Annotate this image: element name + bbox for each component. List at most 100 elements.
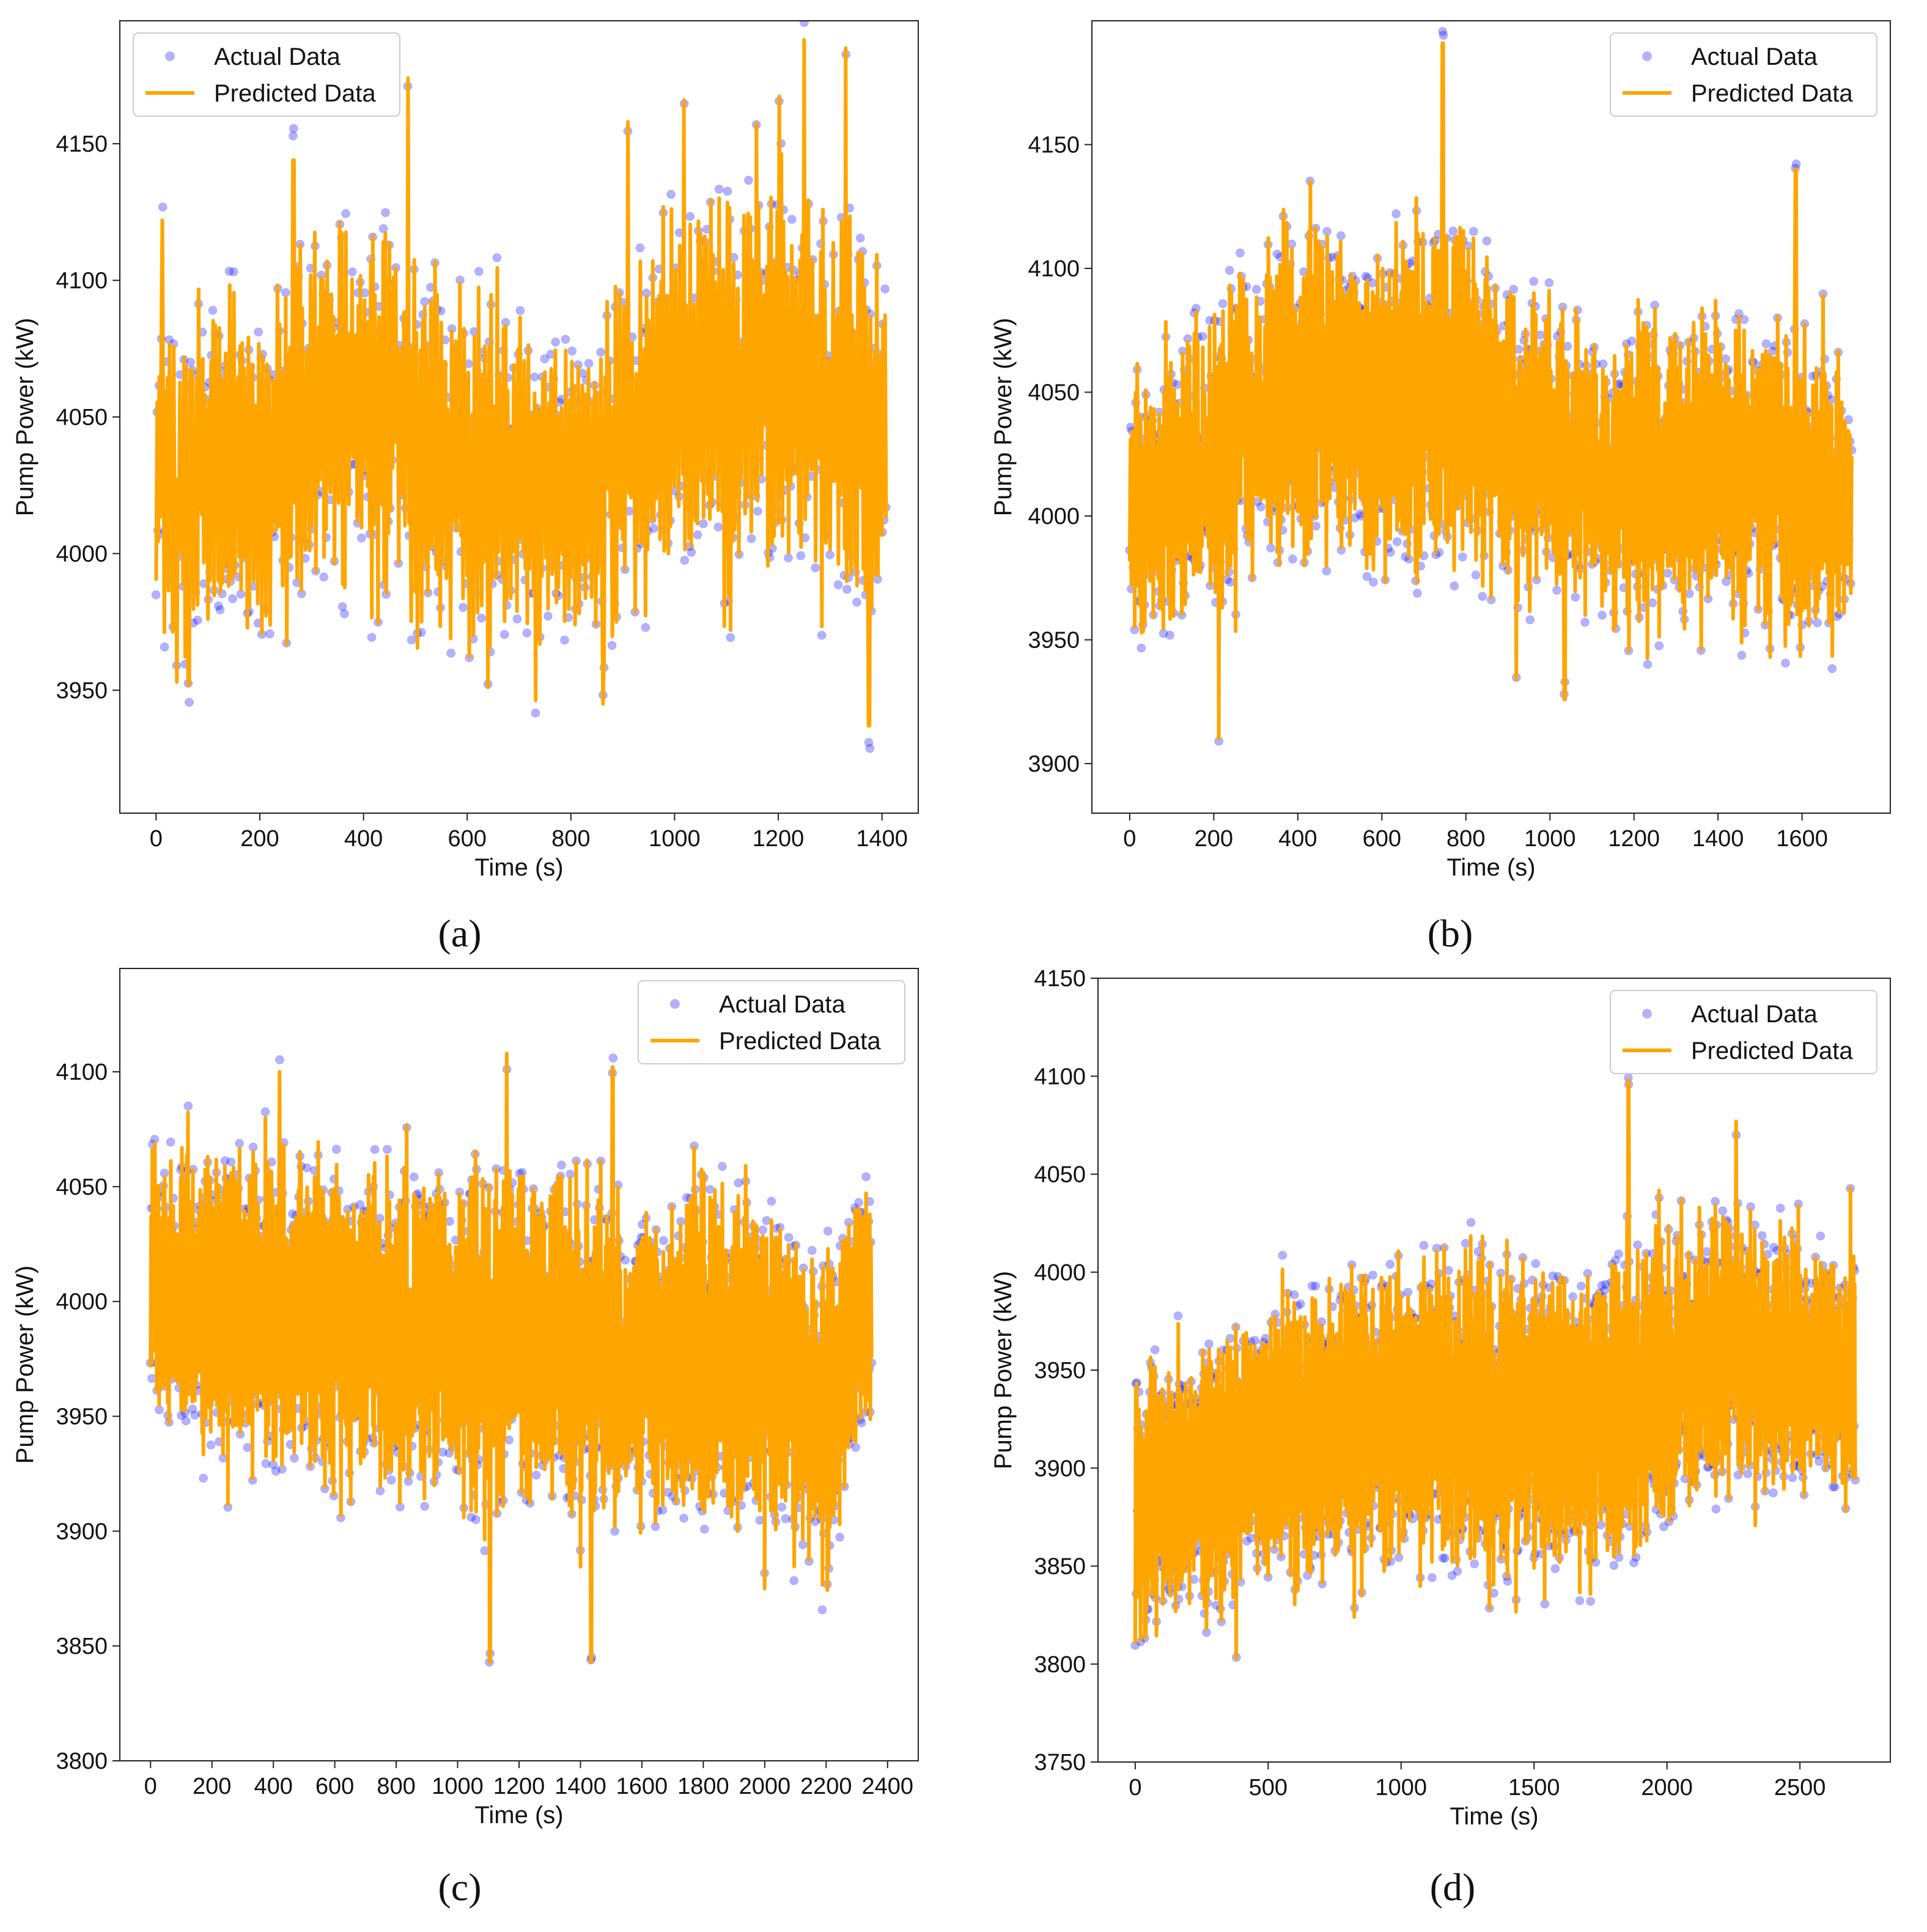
actual-data-point	[1813, 618, 1822, 628]
actual-data-point	[445, 1217, 454, 1226]
actual-data-point	[1368, 1270, 1378, 1280]
x-tick-label: 2400	[861, 1774, 913, 1799]
actual-data-point	[1225, 265, 1234, 275]
x-axis-title: Time (s)	[1450, 1803, 1538, 1830]
actual-data-point	[833, 580, 843, 589]
actual-data-point	[382, 1145, 392, 1154]
actual-data-point	[254, 327, 263, 337]
actual-data-point	[1385, 548, 1395, 557]
actual-data-point	[851, 1442, 861, 1452]
y-tick-label: 3800	[56, 1749, 108, 1774]
actual-data-point	[1614, 1249, 1624, 1259]
x-axis-title: Time (s)	[474, 1802, 563, 1829]
legend-c: Actual Data Predicted Data	[638, 980, 905, 1064]
actual-data-point	[1598, 359, 1608, 369]
actual-data-point	[420, 1502, 430, 1511]
actual-data-point	[543, 611, 553, 621]
actual-data-point	[226, 1157, 236, 1167]
actual-data-point	[1272, 249, 1282, 259]
y-tick-label: 3950	[56, 1404, 108, 1430]
y-tick-label: 3800	[1034, 1652, 1086, 1678]
x-tick-label: 1000	[1524, 826, 1576, 852]
actual-data-point	[758, 1225, 768, 1235]
x-tick-label: 1600	[616, 1774, 668, 1799]
actual-data-point	[842, 584, 852, 594]
actual-data-point	[567, 346, 577, 356]
actual-data-point	[1288, 554, 1297, 564]
actual-data-point	[1428, 1573, 1437, 1582]
plot-area-d	[1130, 1073, 1860, 1662]
actual-data-point	[777, 1502, 787, 1512]
chart-panel-a: 0 200 400 600 800 1000 1200 1400 3950 4000 4050 410…	[0, 0, 954, 905]
x-tick-label: 1800	[677, 1774, 729, 1799]
actual-data-point	[823, 1226, 833, 1236]
actual-data-point	[529, 372, 539, 382]
actual-data-point	[1251, 284, 1261, 294]
x-tick-label: 1200	[753, 826, 805, 852]
actual-data-point	[1552, 585, 1561, 595]
actual-data-point	[666, 190, 676, 199]
actual-data-point	[243, 1443, 252, 1453]
actual-data-point	[260, 1107, 270, 1116]
actual-data-point	[641, 622, 650, 632]
actual-data-point	[679, 1513, 688, 1523]
y-axis-title: Pump Power (kW)	[12, 318, 39, 517]
actual-data-point	[1440, 1554, 1450, 1563]
actual-data-point	[1235, 248, 1245, 258]
actual-data-point	[1450, 581, 1459, 591]
actual-data-point	[685, 212, 695, 221]
legend-d: Actual Data Predicted Data	[1610, 990, 1877, 1074]
actual-data-point	[854, 1198, 864, 1208]
actual-data-point	[1448, 226, 1458, 236]
x-tick-label: 400	[254, 1774, 292, 1799]
actual-data-point	[341, 208, 350, 218]
actual-data-point	[181, 1416, 191, 1426]
actual-data-point	[1266, 543, 1276, 553]
actual-data-point	[784, 1233, 794, 1242]
actual-data-point	[635, 243, 645, 253]
x-tick-label: 800	[377, 1774, 415, 1799]
x-tick-label: 1400	[555, 1774, 606, 1799]
x-tick-label: 1000	[432, 1774, 484, 1799]
actual-data-point	[154, 1405, 164, 1415]
actual-data-point	[607, 641, 617, 651]
y-tick-label: 4050	[56, 405, 108, 430]
actual-data-point	[1198, 331, 1207, 341]
actual-data-point	[1412, 588, 1422, 598]
actual-data-point	[798, 1540, 808, 1550]
actual-data-point	[277, 1464, 287, 1474]
actual-data-point	[658, 1236, 668, 1245]
actual-data-point	[274, 1055, 284, 1064]
actual-data-point	[811, 563, 820, 573]
legend-label-predicted: Predicted Data	[214, 80, 376, 107]
y-tick-label: 4000	[56, 541, 108, 567]
legend-label-actual: Actual Data	[214, 43, 341, 70]
legend-label-predicted: Predicted Data	[1691, 1038, 1853, 1064]
legend-label-predicted: Predicted Data	[719, 1028, 881, 1055]
actual-data-point	[499, 630, 509, 640]
x-tick-label: 200	[1195, 826, 1233, 852]
actual-data-point	[522, 628, 532, 638]
actual-data-point	[1336, 231, 1346, 241]
actual-data-point	[531, 708, 540, 718]
actual-data-point	[1226, 577, 1235, 587]
actual-data-point	[1439, 31, 1448, 40]
actual-data-point	[1739, 315, 1749, 325]
x-tick-label: 2000	[739, 1774, 791, 1799]
actual-data-point	[1137, 643, 1146, 653]
actual-data-point	[1453, 1566, 1462, 1576]
chart-a: 0 200 400 600 800 1000 1200 1400 3950 4000 4050 410…	[12, 20, 919, 881]
x-tick-label: 0	[1123, 826, 1136, 852]
x-tick-label: 1000	[1376, 1775, 1428, 1801]
actual-data-point	[531, 1470, 541, 1480]
actual-data-point	[784, 553, 793, 563]
actual-data-point	[1173, 1311, 1183, 1321]
actual-data-point	[208, 306, 218, 315]
actual-data-point	[183, 1101, 193, 1111]
actual-data-point	[1322, 566, 1332, 576]
y-tick-label: 3900	[56, 1519, 108, 1544]
chart-panel-c: 0 200 400 600 800 1000 1200 1400 1600 1800 2000 220…	[0, 954, 954, 1859]
actual-data-point	[817, 1605, 827, 1615]
x-tick-label: 400	[344, 826, 383, 852]
actual-data-point	[1471, 570, 1481, 580]
